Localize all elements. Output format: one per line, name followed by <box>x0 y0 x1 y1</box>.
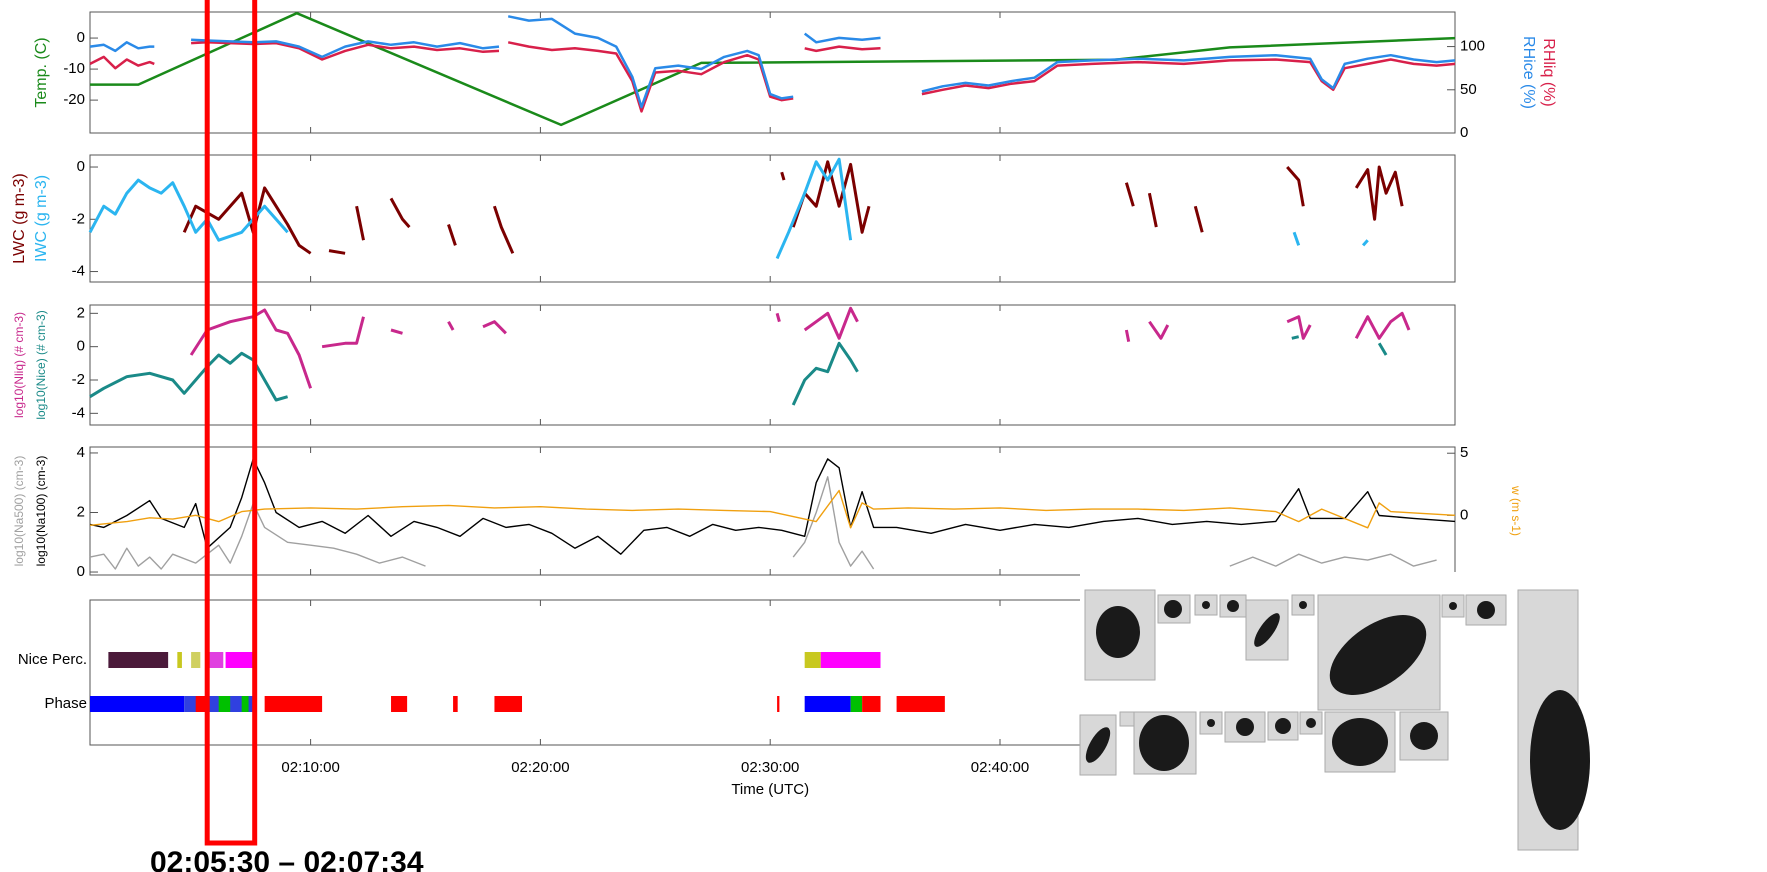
phase-segment <box>195 696 208 712</box>
phase-segment <box>453 696 458 712</box>
row-label: Phase <box>44 695 87 712</box>
axis-label: w (m s-1) <box>1509 485 1523 536</box>
axis-label: log10(Na500) (cm-3) <box>12 456 26 567</box>
x-tick-label: 02:40:00 <box>971 759 1029 776</box>
series-line <box>89 41 1456 113</box>
axis-label: RHice (%) <box>1520 36 1537 109</box>
phase-segment <box>804 696 851 712</box>
phase-segment <box>90 696 185 712</box>
x-tick-label: 02:10:00 <box>281 759 339 776</box>
y2-tick-label: 50 <box>1460 81 1477 98</box>
series-line <box>90 11 1456 127</box>
axis-label: RHliq (%) <box>1540 38 1557 106</box>
phase-segment <box>850 696 863 712</box>
y-tick-label: -20 <box>63 91 85 108</box>
series-line <box>182 160 1404 255</box>
axis-label: IWC (g m-3) <box>33 175 50 262</box>
phase-segment <box>108 652 169 668</box>
series-line <box>89 15 1456 109</box>
highlight-box <box>204 0 258 846</box>
phase-segment <box>264 696 323 712</box>
y-tick-label: -2 <box>72 210 85 227</box>
y2-tick-label: 100 <box>1460 38 1485 55</box>
phase-segment <box>218 696 231 712</box>
y-tick-label: 0 <box>77 563 85 580</box>
y-tick-label: -2 <box>72 371 85 388</box>
y2-tick-label: 0 <box>1460 124 1468 141</box>
y-tick-label: 0 <box>77 158 85 175</box>
panel-frame <box>89 599 1456 746</box>
phase-segment <box>494 696 523 712</box>
y-tick-label: 4 <box>77 444 85 461</box>
y2-tick-label: 5 <box>1460 444 1468 461</box>
phase-segment <box>241 696 249 712</box>
x-axis-label: Time (UTC) <box>731 781 809 798</box>
series-line <box>89 458 1456 555</box>
series-line <box>88 157 1369 260</box>
phase-segment <box>225 652 256 668</box>
series-line <box>89 335 1388 406</box>
phase-segment <box>896 696 945 712</box>
panel-frame <box>89 154 1456 283</box>
axis-label: LWC (g m-3) <box>11 173 28 263</box>
x-tick-label: 02:30:00 <box>741 759 799 776</box>
phase-segment <box>862 696 881 712</box>
x-tick-label: 02:20:00 <box>511 759 569 776</box>
series-line <box>89 476 1437 570</box>
series-line <box>189 306 1411 389</box>
row-label: Nice Perc. <box>18 651 87 668</box>
phase-segment <box>777 696 780 712</box>
phase-segment <box>191 652 201 668</box>
axis-label: log10(Na100) (cm-3) <box>34 456 48 567</box>
y-tick-label: 0 <box>77 338 85 355</box>
axis-label: log10(Nliq) (# cm-3) <box>12 312 26 418</box>
highlight-label: 02:05:30 – 02:07:34 <box>150 846 424 872</box>
y-tick-label: 2 <box>77 503 85 520</box>
y-tick-label: -4 <box>72 404 85 421</box>
phase-segment <box>804 652 821 668</box>
axis-label: Temp. (C) <box>33 37 50 107</box>
y-tick-label: 2 <box>77 304 85 321</box>
series-line <box>89 489 1456 529</box>
phase-segment <box>820 652 881 668</box>
y-tick-label: 0 <box>77 29 85 46</box>
y-tick-label: -4 <box>72 263 85 280</box>
phase-segment <box>207 652 224 668</box>
y-tick-label: -10 <box>63 60 85 77</box>
panel-frame <box>89 11 1456 134</box>
panel-frame <box>89 446 1456 576</box>
axis-label: log10(Nice) (# cm-3) <box>34 310 48 419</box>
phase-segment <box>177 652 182 668</box>
y2-tick-label: 0 <box>1460 506 1468 523</box>
phase-segment <box>391 696 408 712</box>
panel-frame <box>89 304 1456 426</box>
